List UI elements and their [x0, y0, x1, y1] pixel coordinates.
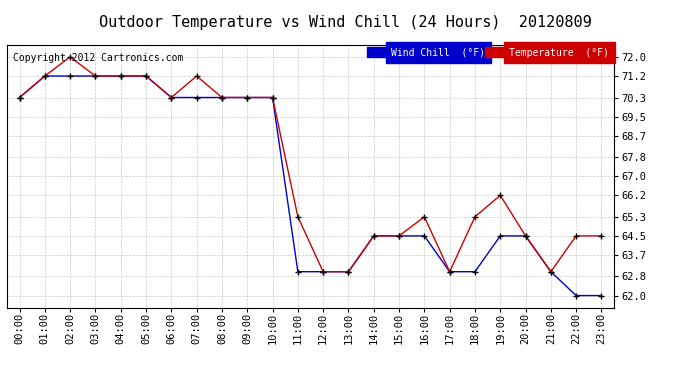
- Legend: Wind Chill  (°F), Temperature  (°F): Wind Chill (°F), Temperature (°F): [367, 47, 609, 57]
- Text: Outdoor Temperature vs Wind Chill (24 Hours)  20120809: Outdoor Temperature vs Wind Chill (24 Ho…: [99, 15, 591, 30]
- Text: Copyright 2012 Cartronics.com: Copyright 2012 Cartronics.com: [13, 53, 184, 63]
